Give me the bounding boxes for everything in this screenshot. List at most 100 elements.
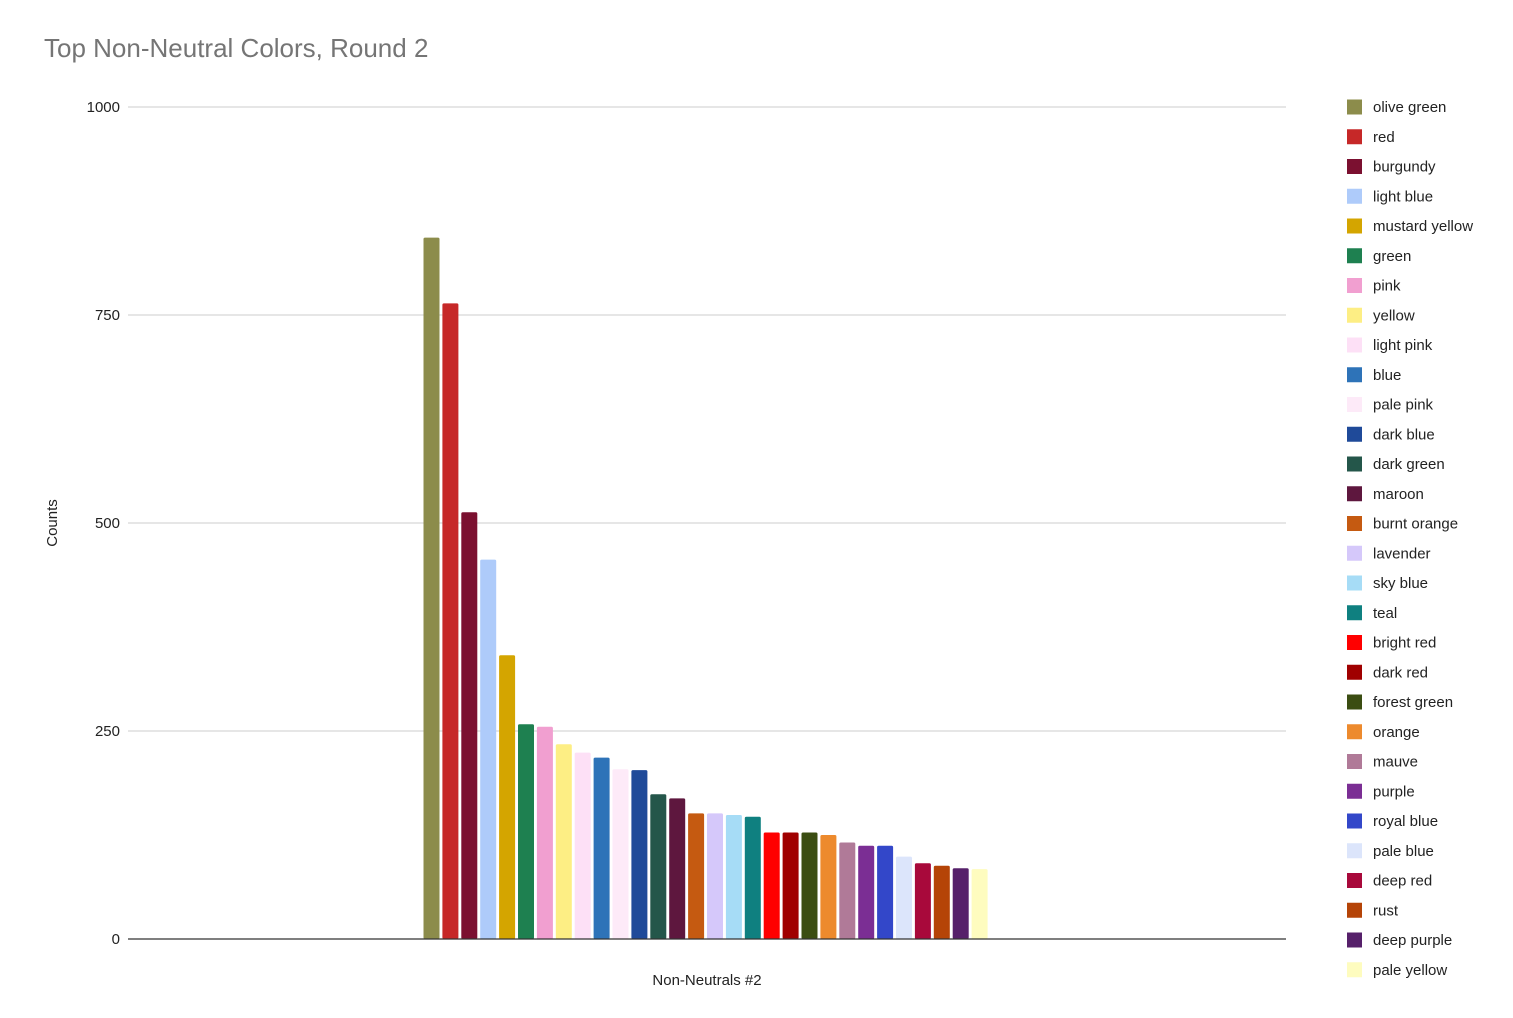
legend-item[interactable]: burnt orange	[1347, 516, 1458, 533]
y-axis-ticks: 0 250 500 750 1000	[87, 99, 120, 948]
bar-burnt-orange[interactable]	[688, 813, 705, 939]
legend-label: green	[1373, 248, 1411, 265]
legend-label: light blue	[1373, 188, 1433, 205]
legend-swatch	[1347, 397, 1362, 412]
bar-light-pink[interactable]	[574, 752, 591, 939]
bar-red[interactable]	[442, 303, 459, 939]
legend-item[interactable]: dark green	[1347, 456, 1445, 473]
bar-lavender[interactable]	[707, 813, 723, 939]
bar-mauve[interactable]	[839, 842, 856, 940]
legend-label: dark green	[1373, 456, 1445, 473]
legend-swatch	[1347, 932, 1362, 948]
legend-item[interactable]: pale pink	[1347, 397, 1434, 414]
legend-swatch	[1347, 545, 1362, 561]
legend-label: burgundy	[1373, 159, 1436, 176]
legend-item[interactable]: dark blue	[1347, 426, 1435, 443]
legend-swatch	[1347, 962, 1362, 978]
bar-mustard-yellow[interactable]	[499, 655, 516, 939]
bar-pale-yellow[interactable]	[971, 869, 988, 939]
legend-swatch	[1347, 575, 1362, 591]
legend-swatch	[1347, 129, 1362, 145]
legend-swatch	[1347, 635, 1362, 650]
bar-green[interactable]	[518, 724, 534, 939]
bar-deep-purple[interactable]	[952, 868, 969, 939]
legend-label: burnt orange	[1373, 516, 1458, 533]
y-tick-label: 750	[95, 307, 120, 324]
legend-item[interactable]: mustard yellow	[1347, 218, 1473, 235]
legend-item[interactable]: deep red	[1347, 873, 1432, 890]
bar-dark-green[interactable]	[650, 794, 667, 939]
legend-item[interactable]: red	[1347, 129, 1395, 146]
bar-pale-blue[interactable]	[896, 856, 912, 939]
legend-item[interactable]: lavender	[1347, 545, 1431, 562]
legend-item[interactable]: purple	[1347, 783, 1415, 800]
legend-item[interactable]: deep purple	[1347, 932, 1452, 949]
legend-item[interactable]: sky blue	[1347, 575, 1428, 592]
bar-blue[interactable]	[593, 757, 610, 939]
bar-maroon[interactable]	[669, 798, 686, 939]
bar-bright-red[interactable]	[763, 832, 780, 940]
bar-yellow[interactable]	[555, 744, 572, 939]
legend-item[interactable]: teal	[1347, 605, 1397, 622]
legend-item[interactable]: blue	[1347, 367, 1401, 384]
legend-label: deep red	[1373, 873, 1432, 890]
legend-label: orange	[1373, 724, 1420, 741]
legend-item[interactable]: light pink	[1347, 337, 1433, 354]
legend-item[interactable]: light blue	[1347, 188, 1433, 205]
legend-item[interactable]: rust	[1347, 902, 1399, 919]
legend-swatch	[1347, 873, 1362, 888]
legend-label: rust	[1373, 902, 1399, 919]
legend-swatch	[1347, 426, 1362, 442]
legend-item[interactable]: pale blue	[1347, 843, 1434, 860]
legend-item[interactable]: burgundy	[1347, 159, 1436, 176]
legend-label: olive green	[1373, 99, 1446, 116]
y-tick-label: 500	[95, 515, 120, 532]
bar-light-blue[interactable]	[480, 559, 497, 939]
bar-pale-pink[interactable]	[612, 769, 629, 939]
legend-item[interactable]: bright red	[1347, 635, 1436, 652]
legend-item[interactable]: forest green	[1347, 694, 1453, 711]
legend-item[interactable]: orange	[1347, 724, 1420, 741]
legend-swatch	[1347, 902, 1362, 918]
legend-label: pink	[1373, 278, 1401, 295]
bar-royal-blue[interactable]	[877, 845, 894, 939]
legend-swatch	[1347, 605, 1362, 621]
legend-label: mustard yellow	[1373, 218, 1473, 235]
bar-sky-blue[interactable]	[725, 815, 742, 939]
bar-purple[interactable]	[858, 845, 875, 939]
legend-swatch	[1347, 278, 1362, 293]
bar-teal[interactable]	[744, 816, 761, 939]
legend-swatch	[1347, 456, 1362, 472]
legend-item[interactable]: green	[1347, 248, 1411, 265]
legend-item[interactable]: dark red	[1347, 664, 1428, 681]
bar-orange[interactable]	[820, 835, 837, 939]
legend-swatch	[1347, 843, 1362, 859]
x-axis-label: Non-Neutrals #2	[652, 972, 761, 989]
bar-pink[interactable]	[536, 726, 553, 939]
legend-item[interactable]: pale yellow	[1347, 962, 1447, 979]
bar-dark-blue[interactable]	[631, 770, 648, 939]
legend-label: forest green	[1373, 694, 1453, 711]
legend-item[interactable]: royal blue	[1347, 813, 1438, 830]
legend-item[interactable]: yellow	[1347, 307, 1415, 324]
legend-label: pale blue	[1373, 843, 1434, 860]
legend-swatch	[1347, 694, 1362, 710]
bar-rust[interactable]	[933, 865, 950, 939]
bar-deep-red[interactable]	[914, 863, 931, 939]
legend-swatch	[1347, 486, 1362, 502]
chart-title: Top Non-Neutral Colors, Round 2	[44, 33, 428, 63]
bar-forest-green[interactable]	[801, 832, 818, 940]
legend-item[interactable]: mauve	[1347, 754, 1418, 771]
bar-dark-red[interactable]	[782, 832, 799, 940]
legend-label: teal	[1373, 605, 1397, 622]
bars	[423, 237, 988, 940]
legend-item[interactable]: maroon	[1347, 486, 1424, 503]
legend-label: deep purple	[1373, 932, 1452, 949]
legend-swatch	[1347, 724, 1362, 740]
legend-item[interactable]: pink	[1347, 278, 1401, 295]
legend-item[interactable]: olive green	[1347, 99, 1446, 116]
bar-olive-green[interactable]	[423, 237, 440, 940]
bar-burgundy[interactable]	[461, 512, 478, 939]
legend-swatch	[1347, 337, 1362, 353]
legend-swatch	[1347, 188, 1362, 204]
